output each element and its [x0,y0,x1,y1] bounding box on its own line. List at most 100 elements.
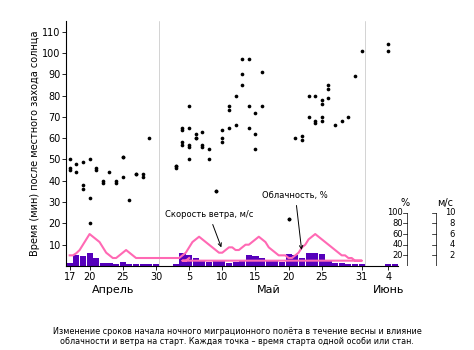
Point [199,142,206,147]
Text: 60: 60 [392,230,403,239]
Point [384,48,392,54]
Point [345,114,352,120]
Point [119,174,127,179]
Bar [193,258,199,266]
Point [172,163,180,169]
Bar [219,261,225,266]
Bar [312,253,318,266]
Point [179,125,186,130]
Bar [239,260,245,266]
Point [219,127,226,132]
Point [298,138,306,143]
Text: 40: 40 [392,240,403,249]
Bar [266,260,272,266]
Point [238,82,246,88]
Bar [146,264,152,266]
Point [112,180,120,186]
Point [79,182,87,188]
Point [351,74,359,79]
Point [66,157,73,162]
Bar [286,254,292,266]
Bar [107,263,112,266]
Point [258,103,266,109]
Bar [87,253,92,266]
Point [92,167,100,173]
Bar [67,263,73,266]
Bar [173,264,179,266]
Bar [259,258,265,266]
Point [258,69,266,75]
Point [325,82,332,88]
Point [212,189,219,194]
Bar [186,256,192,266]
Bar [292,256,298,266]
Point [126,197,133,203]
Text: Апрель: Апрель [91,285,134,295]
Point [358,48,365,54]
Text: м/с: м/с [437,198,453,209]
Point [192,135,200,141]
Text: Скорость ветра, м/с: Скорость ветра, м/с [165,210,253,246]
Point [212,189,219,194]
Point [325,95,332,100]
Point [86,195,93,201]
Bar [332,263,338,266]
Bar [213,261,219,266]
Bar [273,261,278,266]
Point [179,127,186,132]
Point [199,129,206,135]
Point [318,101,326,107]
Point [245,103,253,109]
Point [139,172,146,177]
Point [225,125,233,130]
Bar [200,260,205,266]
Text: 80: 80 [392,219,403,228]
Bar [392,264,398,266]
Point [172,165,180,171]
Point [179,140,186,145]
Bar [80,256,86,266]
Bar [253,257,258,266]
Point [238,71,246,77]
Point [311,120,319,126]
Bar [326,260,331,266]
Point [86,157,93,162]
Point [112,178,120,184]
Point [252,146,259,152]
Point [338,118,346,124]
Point [119,155,127,160]
Text: Май: Май [257,285,281,295]
Bar [233,262,238,266]
Point [318,114,326,120]
Point [192,131,200,137]
Bar [133,264,139,266]
Point [232,122,239,128]
Bar [127,264,132,266]
Bar [120,262,126,266]
Point [73,169,80,175]
Point [185,142,193,147]
Text: 4: 4 [450,240,455,249]
Point [139,174,146,179]
Point [66,165,73,171]
Point [99,178,107,184]
Point [192,135,200,141]
Point [252,110,259,116]
Bar [180,253,185,266]
Text: Изменение сроков начала ночного миграционного полёта в течение весны и влияние
о: Изменение сроков начала ночного миграцио… [53,327,421,346]
Point [325,86,332,92]
Point [331,122,339,128]
Bar [73,256,79,266]
Point [79,159,87,164]
Point [66,167,73,173]
Point [185,144,193,149]
Text: 20: 20 [392,251,403,260]
Point [185,103,193,109]
Point [225,108,233,113]
Point [185,125,193,130]
Bar [93,258,99,266]
Bar [279,262,285,266]
Point [305,93,312,98]
Point [238,57,246,62]
Point [99,180,107,186]
